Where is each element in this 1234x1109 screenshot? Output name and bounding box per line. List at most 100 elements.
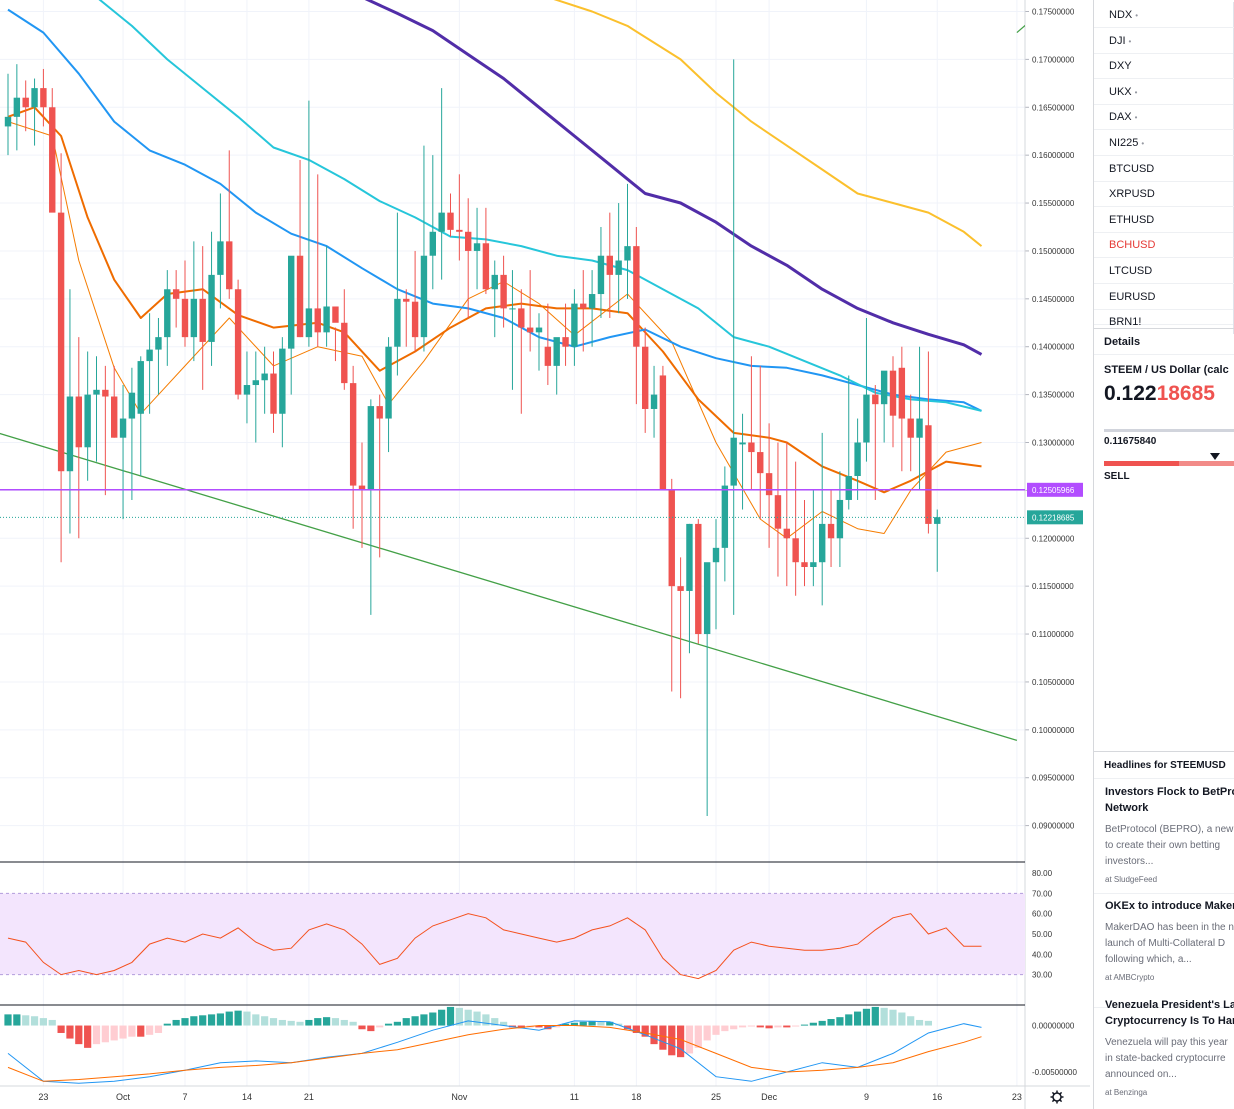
candle-body bbox=[31, 88, 38, 108]
details-header-label: Details bbox=[1104, 336, 1141, 348]
watchlist-symbol: LTCUSD bbox=[1109, 265, 1153, 277]
macd-histogram-bar bbox=[747, 1025, 755, 1027]
watchlist-row-dax[interactable]: DAX • bbox=[1094, 104, 1234, 131]
candle-body bbox=[624, 246, 631, 261]
date-tick-label: Dec bbox=[761, 1092, 778, 1102]
watchlist-row-btcusd[interactable]: BTCUSD bbox=[1094, 155, 1234, 182]
macd-histogram-bar bbox=[694, 1025, 702, 1048]
rsi-tick-label: 60.00 bbox=[1032, 910, 1053, 919]
rsi-band bbox=[0, 893, 1025, 975]
candle-body bbox=[553, 337, 560, 366]
candle-body bbox=[403, 298, 410, 302]
candle-body bbox=[190, 298, 198, 338]
details-header[interactable]: Details bbox=[1094, 328, 1234, 355]
rsi-tick-label: 80.00 bbox=[1032, 869, 1053, 878]
candle-body bbox=[633, 246, 640, 347]
price-tick-label: 0.16500000 bbox=[1032, 103, 1075, 112]
candle-body bbox=[226, 241, 233, 290]
macd-histogram-bar bbox=[845, 1014, 853, 1026]
date-tick-label: 16 bbox=[932, 1092, 942, 1102]
price-tick-label: 0.17000000 bbox=[1032, 55, 1075, 64]
date-tick-label: Oct bbox=[116, 1092, 131, 1102]
last-price-label: 0.12218685 bbox=[1032, 513, 1075, 522]
macd-histogram-bar bbox=[730, 1025, 738, 1030]
candle-body bbox=[358, 485, 366, 491]
watchlist-row-bchusd[interactable]: BCHUSD bbox=[1094, 232, 1234, 259]
candle-body bbox=[243, 385, 251, 395]
macd-histogram-bar bbox=[685, 1025, 694, 1054]
macd-histogram-bar bbox=[57, 1025, 65, 1033]
macd-histogram-bar bbox=[30, 1016, 39, 1026]
last-price: 0.12218685 bbox=[1104, 382, 1215, 406]
candle-body bbox=[571, 303, 578, 347]
candle-body bbox=[783, 528, 790, 539]
macd-histogram-bar bbox=[252, 1014, 260, 1026]
main-pane bbox=[0, 0, 1025, 817]
macd-histogram-bar bbox=[154, 1025, 163, 1033]
macd-histogram-bar bbox=[101, 1025, 109, 1043]
watchlist-row-ndx[interactable]: NDX • bbox=[1094, 2, 1234, 28]
watchlist-row-xrpusd[interactable]: XRPUSD bbox=[1094, 181, 1234, 208]
macd-histogram-bar bbox=[623, 1025, 632, 1030]
candle-body bbox=[580, 303, 587, 309]
headline-item[interactable]: Investors Flock to BetPro Network BetProto… bbox=[1094, 781, 1234, 894]
technical-rating[interactable]: SELL bbox=[1104, 471, 1130, 482]
candle-body bbox=[155, 337, 162, 350]
macd-histogram-bar bbox=[243, 1011, 251, 1026]
candle-body bbox=[748, 442, 755, 453]
date-tick-label: 21 bbox=[304, 1092, 314, 1102]
headline-item[interactable]: Venezuela President's La Cryptocurrency I… bbox=[1094, 994, 1234, 1109]
price-tick-label: 0.11000000 bbox=[1032, 630, 1074, 639]
watchlist-row-dji[interactable]: DJI • bbox=[1094, 27, 1234, 54]
candle-body bbox=[128, 392, 136, 419]
headline-source: at AMBCrypto bbox=[1105, 973, 1155, 982]
candle-body bbox=[509, 308, 516, 310]
candle-body bbox=[279, 348, 286, 414]
macd-histogram-bar bbox=[597, 1021, 605, 1026]
delayed-dot-icon: • bbox=[1141, 139, 1145, 148]
watchlist-row-eurusd[interactable]: EURUSD bbox=[1094, 283, 1234, 310]
watchlist-row-dxy[interactable]: DXY bbox=[1094, 53, 1234, 80]
candle-body bbox=[66, 396, 74, 472]
candle-body bbox=[535, 327, 543, 333]
macd-histogram-bar bbox=[632, 1025, 640, 1033]
macd-histogram-bar bbox=[668, 1025, 676, 1056]
candle-body bbox=[774, 495, 782, 529]
macd-histogram-bar bbox=[384, 1023, 393, 1026]
watchlist-row-ltcusd[interactable]: LTCUSD bbox=[1094, 258, 1234, 284]
candle-body bbox=[84, 394, 91, 448]
macd-histogram-bar bbox=[800, 1024, 809, 1026]
macd-histogram-bar bbox=[269, 1018, 278, 1026]
headline-snippet: launch of Multi-Collateral D bbox=[1105, 938, 1226, 949]
macd-histogram-bar bbox=[349, 1021, 357, 1026]
headline-source: at SludgeFeed bbox=[1105, 875, 1158, 884]
headline-item[interactable]: OKEx to introduce Maker MakerDAO has been… bbox=[1094, 895, 1234, 1008]
day-range-low: 0.11675840 bbox=[1104, 436, 1157, 447]
candle-body bbox=[659, 375, 667, 491]
macd-tick-label: -0.00500000 bbox=[1032, 1068, 1077, 1077]
headline-snippet: to create their own betting bbox=[1105, 840, 1221, 851]
macd-histogram-bar bbox=[48, 1019, 56, 1026]
macd-histogram-bar bbox=[314, 1018, 322, 1026]
candle-body bbox=[845, 476, 852, 500]
candle-body bbox=[181, 298, 189, 338]
watchlist-row-ni225[interactable]: NI225 • bbox=[1094, 130, 1234, 156]
candle-body bbox=[93, 389, 100, 395]
macd-histogram-bar bbox=[84, 1025, 92, 1048]
candle-body bbox=[562, 337, 569, 347]
price-tick-label: 0.13000000 bbox=[1032, 438, 1075, 447]
macd-histogram-bar bbox=[367, 1025, 375, 1032]
watchlist-row-ukx[interactable]: UKX • bbox=[1094, 78, 1234, 105]
macd-histogram-bar bbox=[924, 1020, 932, 1026]
watchlist-row-brn1[interactable]: BRN1! bbox=[1094, 309, 1234, 335]
candle-body bbox=[199, 298, 206, 342]
macd-histogram-bar bbox=[75, 1025, 83, 1045]
macd-histogram-bar bbox=[721, 1025, 729, 1032]
technical-rating-gauge bbox=[1104, 461, 1234, 466]
chart-svg[interactable]: 0.17500000 0.17000000 0.16500000 0.16000000… bbox=[0, 0, 1090, 1109]
macd-histogram-bar bbox=[836, 1017, 844, 1026]
watchlist-row-ethusd[interactable]: ETHUSD bbox=[1094, 206, 1234, 233]
chart-area[interactable]: 0.17500000 0.17000000 0.16500000 0.16000000… bbox=[0, 0, 1090, 1109]
settings-gear-icon[interactable] bbox=[1050, 1090, 1064, 1104]
gear-tooth bbox=[1059, 1091, 1063, 1095]
